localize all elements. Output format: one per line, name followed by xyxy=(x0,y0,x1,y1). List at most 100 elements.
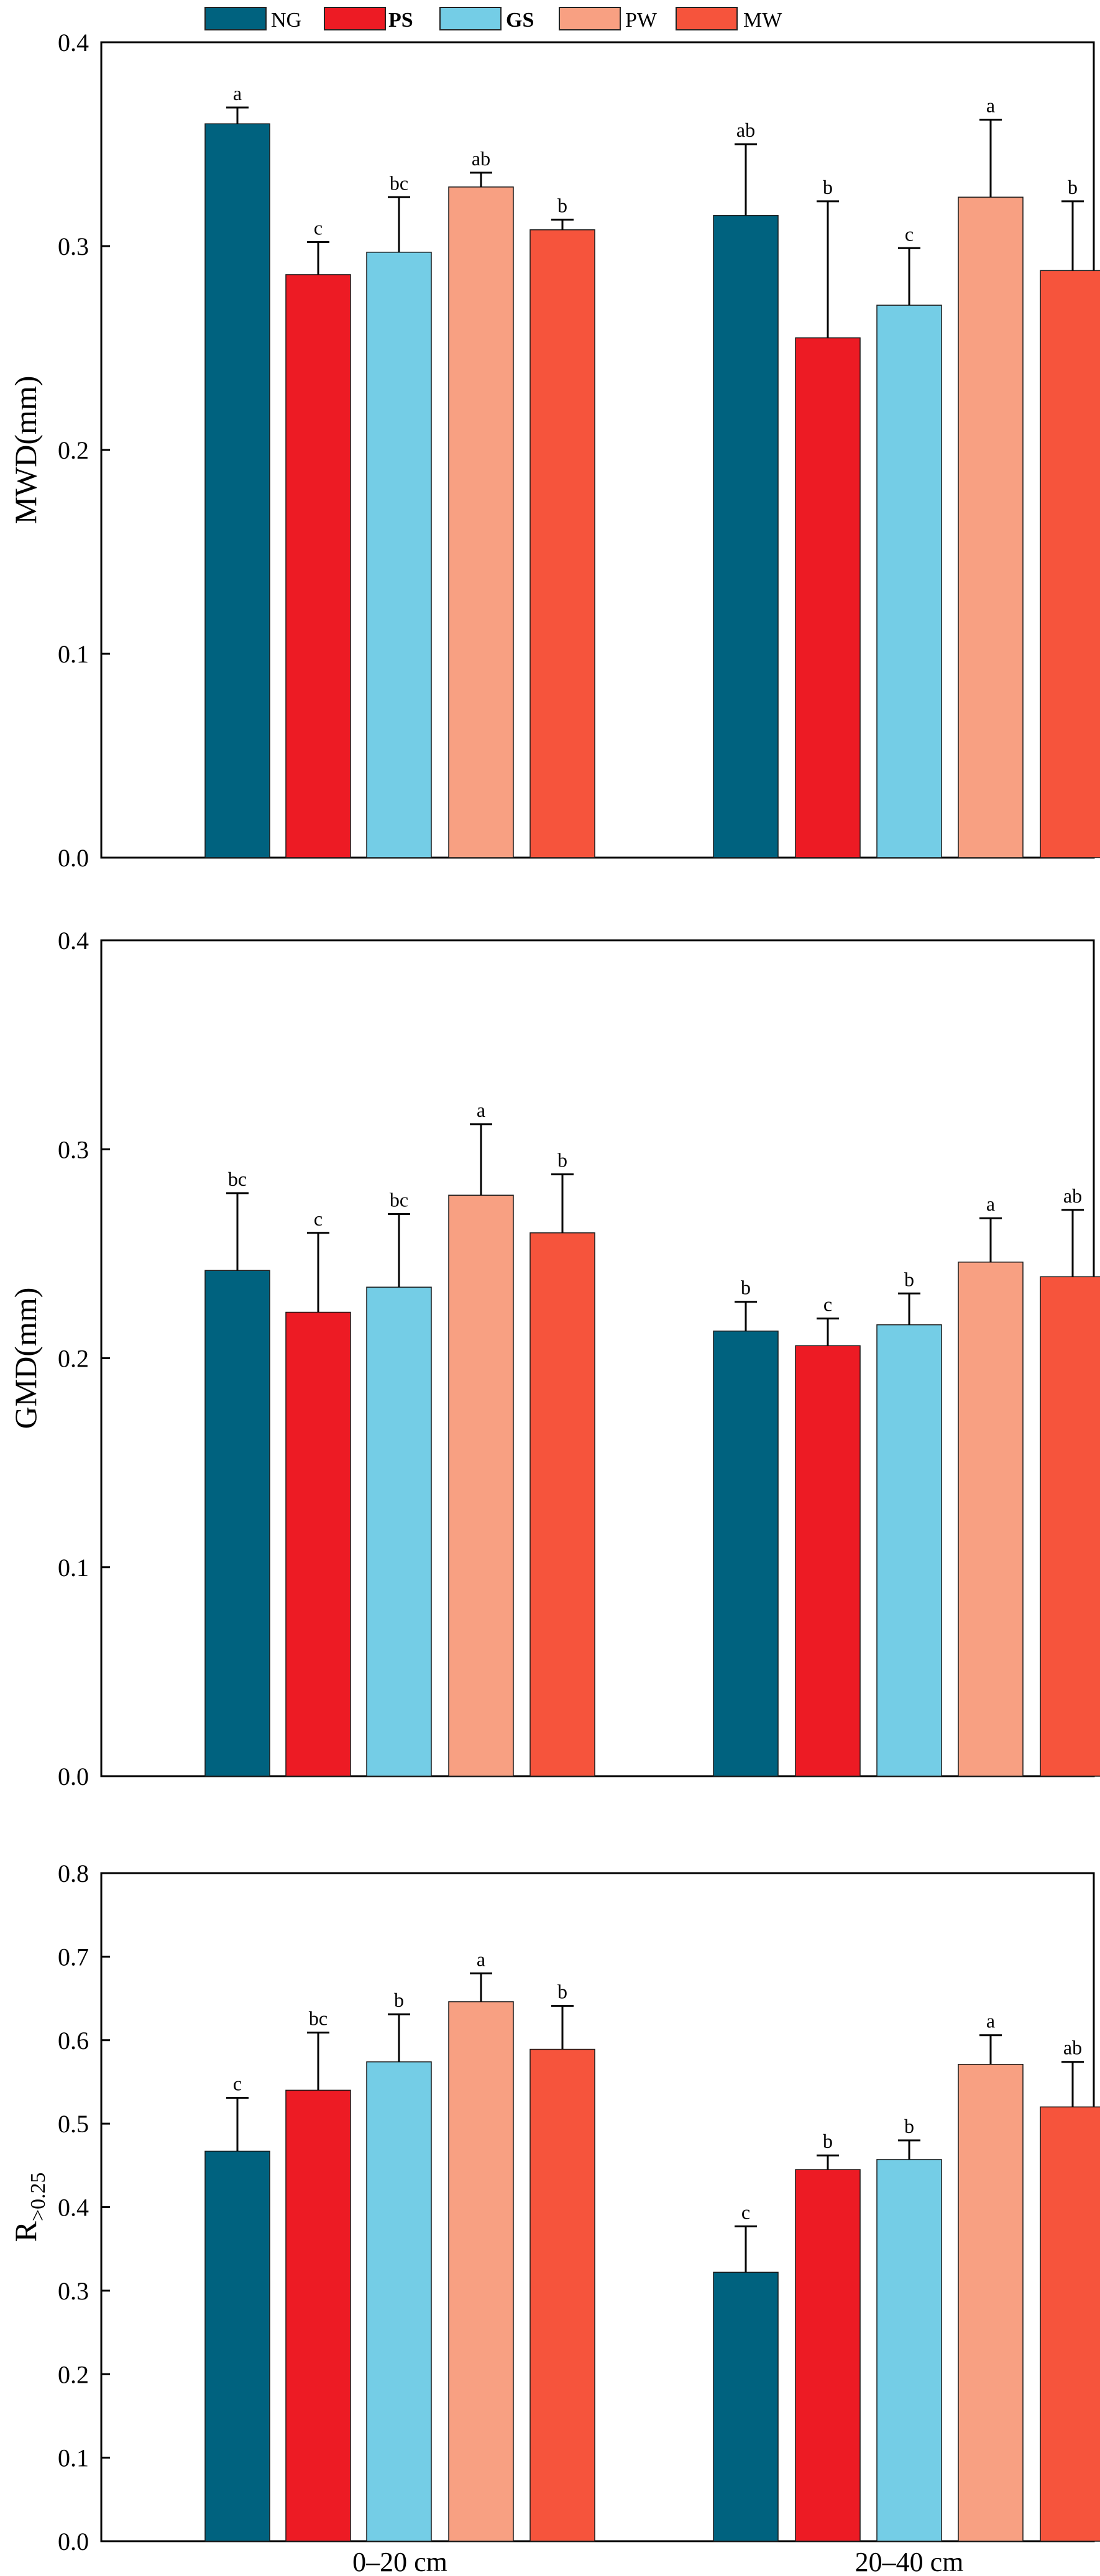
x-category-label: 0–20 cm xyxy=(352,2547,447,2576)
legend-label-pw: PW xyxy=(625,9,658,32)
significance-letter: b xyxy=(904,1268,914,1290)
y-axis-label: GMD(mm) xyxy=(8,1288,43,1429)
significance-letter: b xyxy=(823,2130,833,2152)
series-ng: bc b xyxy=(204,1168,779,1777)
bar xyxy=(529,229,595,858)
y-tick-label: 0.4 xyxy=(58,2194,89,2222)
significance-letter: c xyxy=(314,1208,323,1230)
series-ps: bc b xyxy=(285,2007,861,2542)
chart-panel-r: 0.0 0.1 0.2 0.3 0.4 0.5 0.6 0.7 0.8 R>0.25 0–20 cm… xyxy=(8,1859,1100,2576)
bar xyxy=(795,337,861,858)
significance-letter: ab xyxy=(472,147,490,170)
legend-item-ps: PS xyxy=(324,7,413,32)
legend-swatch-ps xyxy=(324,7,386,30)
series-ps: cc xyxy=(285,1208,861,1777)
significance-letter: a xyxy=(477,1099,485,1121)
series-pw: ab a xyxy=(448,94,1024,858)
significance-letter: b xyxy=(823,176,833,198)
significance-letter: c xyxy=(905,222,914,245)
y-tick-label: 0.1 xyxy=(58,1554,89,1582)
bar xyxy=(285,1311,351,1777)
significance-letter: c xyxy=(233,2072,242,2094)
significance-letter: b xyxy=(557,1149,567,1171)
series-ps: cb xyxy=(285,176,861,858)
bar xyxy=(1040,1276,1100,1777)
bar xyxy=(204,1270,270,1777)
bar xyxy=(204,2150,270,2542)
y-tick-label: 0.1 xyxy=(58,640,89,668)
bar xyxy=(876,2159,942,2542)
bar xyxy=(795,2169,861,2542)
legend-swatch-ng xyxy=(204,7,267,30)
significance-letter: bc xyxy=(228,1168,247,1190)
bar xyxy=(713,1331,779,1777)
legend-item-mw: MW xyxy=(676,7,782,32)
chart-panels: 0.00.10.20.30.4MWD(mm)aabcbbccababb0.00.… xyxy=(8,29,1100,2576)
significance-letter: c xyxy=(741,2201,750,2223)
bar xyxy=(448,186,514,858)
y-axis-label: R>0.25 xyxy=(8,2172,50,2242)
bar xyxy=(366,1286,432,1777)
legend-swatch-pw xyxy=(559,7,621,30)
bar xyxy=(1040,2106,1100,2542)
series-pw: aa xyxy=(448,1948,1024,2542)
series-mw: bb xyxy=(529,176,1100,858)
legend-item-pw: PW xyxy=(559,7,658,32)
y-tick-label: 0.7 xyxy=(58,1943,89,1971)
bar xyxy=(285,274,351,858)
bar xyxy=(529,2048,595,2542)
y-tick-label: 0.5 xyxy=(58,2110,89,2138)
significance-letter: a xyxy=(986,94,995,117)
significance-letter: a xyxy=(986,2010,995,2032)
significance-letter: b xyxy=(557,194,567,216)
bar xyxy=(285,2089,351,2542)
y-tick-label: 0.2 xyxy=(58,436,89,464)
legend-swatch-gs xyxy=(439,7,502,30)
significance-letter: a xyxy=(986,1193,995,1215)
bar xyxy=(529,1232,595,1777)
bar xyxy=(1040,270,1100,858)
significance-letter: bc xyxy=(309,2007,328,2030)
significance-letter: c xyxy=(823,1293,832,1316)
y-axis-label: MWD(mm) xyxy=(8,376,43,525)
significance-letter: ab xyxy=(1063,1185,1082,1207)
legend-item-ng: NG xyxy=(204,7,301,32)
bar xyxy=(366,252,432,858)
series-mw: bab xyxy=(529,1981,1100,2542)
legend-swatch-mw xyxy=(676,7,738,30)
x-category-label: 20–40 cm xyxy=(855,2547,964,2576)
legend-label-ng: NG xyxy=(271,9,301,32)
y-tick-label: 0.0 xyxy=(58,844,89,872)
series-pw: aa xyxy=(448,1099,1024,1777)
bar xyxy=(795,1345,861,1777)
y-tick-label: 0.3 xyxy=(58,2277,89,2305)
y-tick-label: 0.4 xyxy=(58,29,89,57)
series-gs: bc c xyxy=(366,172,942,858)
bar xyxy=(958,1262,1024,1777)
significance-letter: b xyxy=(394,1989,404,2011)
bar xyxy=(958,196,1024,858)
significance-letter: bc xyxy=(390,1188,408,1211)
y-tick-label: 0.8 xyxy=(58,1859,89,1887)
bar xyxy=(448,2001,514,2542)
series-gs: bc b xyxy=(366,1188,942,1777)
significance-letter: bc xyxy=(390,172,408,194)
legend-item-gs: GS xyxy=(439,7,534,32)
bar xyxy=(366,2061,432,2542)
significance-letter: b xyxy=(557,1981,567,2003)
significance-letter: ab xyxy=(736,119,755,141)
legend-label-ps: PS xyxy=(388,9,413,32)
significance-letter: b xyxy=(1068,176,1078,198)
series-mw: bab xyxy=(529,1149,1100,1777)
series-ng: cc xyxy=(204,2072,779,2542)
bar xyxy=(713,215,779,858)
significance-letter: ab xyxy=(1063,2037,1082,2059)
bar xyxy=(876,1324,942,1777)
legend-label-gs: GS xyxy=(506,9,534,32)
y-tick-label: 0.4 xyxy=(58,927,89,955)
series-ng: a ab xyxy=(204,82,779,858)
significance-letter: a xyxy=(233,82,242,104)
y-tick-label: 0.2 xyxy=(58,2360,89,2388)
